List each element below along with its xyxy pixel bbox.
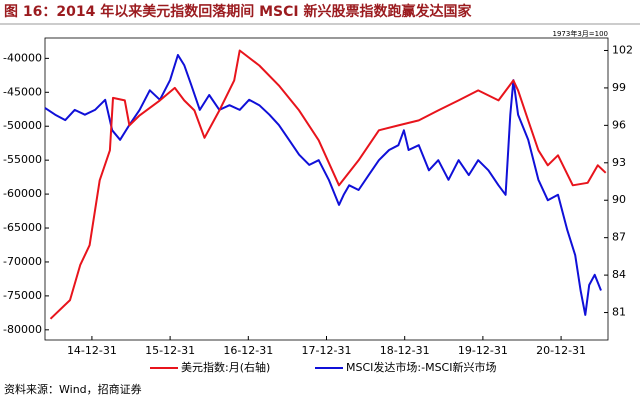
legend-label: MSCI发达市场:-MSCI新兴市场 xyxy=(346,360,496,374)
y-tick-label: -75000 xyxy=(3,289,42,302)
x-tick-label: 15-12-31 xyxy=(145,344,195,357)
x-tick-label: 16-12-31 xyxy=(223,344,273,357)
legend-label: 美元指数:月(右轴) xyxy=(181,360,270,374)
y-tick-label: -55000 xyxy=(3,153,42,166)
y2-tick-label: 87 xyxy=(612,231,626,244)
y-tick-label: -80000 xyxy=(3,323,42,336)
y2-tick-label: 81 xyxy=(612,306,626,319)
y-tick-label: -70000 xyxy=(3,255,42,268)
y2-tick-label: 84 xyxy=(612,268,626,281)
y-tick-label: -40000 xyxy=(3,51,42,64)
x-tick-label: 20-12-31 xyxy=(536,344,586,357)
y2-tick-label: 99 xyxy=(612,81,626,94)
y2-tick-label: 102 xyxy=(612,43,633,56)
series-line xyxy=(44,54,602,316)
y2-tick-label: 90 xyxy=(612,193,626,206)
y2-tick-label: 96 xyxy=(612,118,626,131)
x-tick-label: 17-12-31 xyxy=(302,344,352,357)
y-tick-label: -50000 xyxy=(3,119,42,132)
axis-note: 1973年3月=100 xyxy=(553,29,609,38)
plot-frame xyxy=(44,37,609,341)
series-line xyxy=(49,49,607,320)
x-tick-label: 19-12-31 xyxy=(458,344,508,357)
chart-title: 图 16：2014 年以来美元指数回落期间 MSCI 新兴股票指数跑赢发达国家 xyxy=(4,3,472,20)
y-tick-label: -65000 xyxy=(3,221,42,234)
source: 资料来源：Wind，招商证券 xyxy=(4,382,142,396)
x-tick-label: 18-12-31 xyxy=(380,344,430,357)
y-tick-label: -60000 xyxy=(3,187,42,200)
y2-tick-label: 93 xyxy=(612,156,626,169)
y-tick-label: -45000 xyxy=(3,85,42,98)
x-tick-label: 14-12-31 xyxy=(67,344,117,357)
